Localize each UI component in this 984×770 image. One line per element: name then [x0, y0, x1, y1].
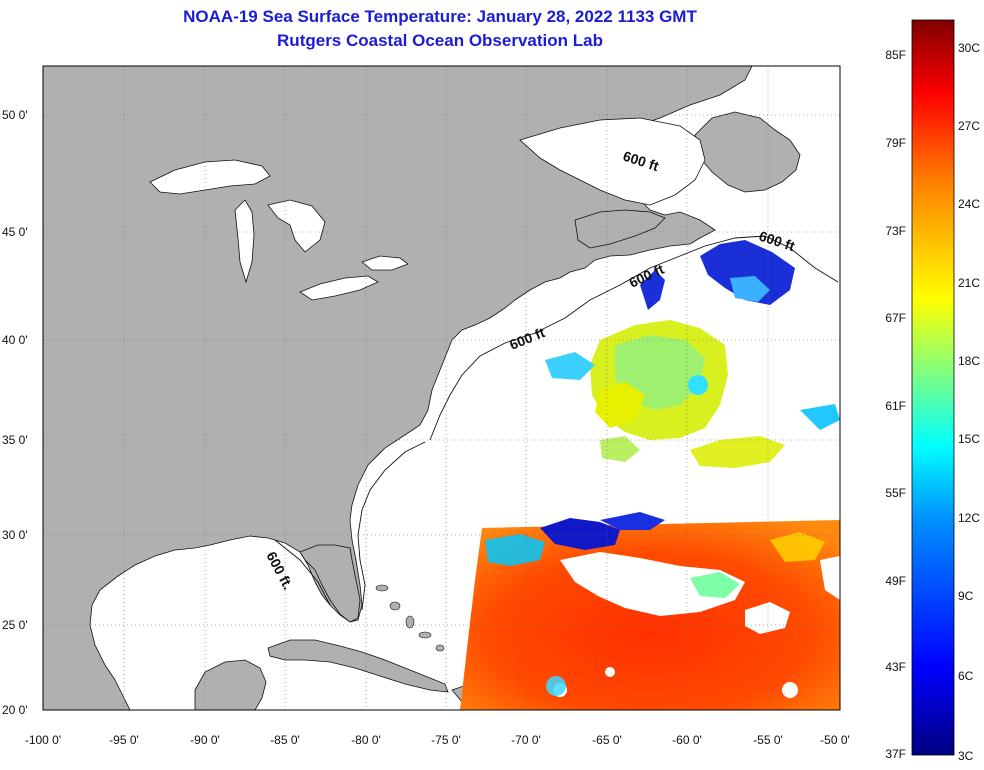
longitude-labels: -100 0' -95 0' -90 0' -85 0' -80 0' -75 … [25, 733, 850, 747]
c-label: 24C [958, 197, 980, 211]
lon-label: -70 0' [511, 733, 541, 747]
lon-label: -100 0' [25, 733, 61, 747]
cloud-gaps [553, 552, 840, 698]
c-label: 12C [958, 511, 980, 525]
lon-label: -90 0' [190, 733, 220, 747]
colorbar-scale [911, 19, 955, 756]
lon-label: -80 0' [351, 733, 381, 747]
f-label: 85F [885, 48, 906, 62]
lon-label: -95 0' [109, 733, 139, 747]
sst-mid-field [545, 320, 840, 468]
c-label: 9C [958, 589, 974, 603]
lat-label: 45 0' [2, 225, 28, 239]
lat-label: 25 0' [2, 618, 28, 632]
c-label: 6C [958, 669, 974, 683]
colorbar: 85F 79F 73F 67F 61F 55F 49F 43F 37F 30C … [885, 19, 980, 763]
c-label: 18C [958, 354, 980, 368]
sst-warm-region [460, 520, 840, 710]
c-label: 30C [958, 41, 980, 55]
great-lakes [149, 159, 409, 301]
yucatan-land [194, 659, 267, 710]
sst-northern-patches [640, 240, 795, 310]
map-area: 600 ft 600 ft 600 ft 600 ft 600 ft. [43, 66, 840, 710]
lon-label: -75 0' [431, 733, 461, 747]
nova-scotia-land [574, 209, 666, 249]
lon-label: -55 0' [753, 733, 783, 747]
latitude-labels: 50 0' 45 0' 40 0' 35 0' 30 0' 25 0' 20 0… [2, 108, 28, 717]
sst-cold-band-30n [540, 512, 665, 550]
lon-label: -60 0' [672, 733, 702, 747]
lat-label: 30 0' [2, 528, 28, 542]
f-label: 67F [885, 311, 906, 325]
f-label: 49F [885, 574, 906, 588]
lat-label: 20 0' [2, 703, 28, 717]
f-label: 55F [885, 486, 906, 500]
florida-land [299, 544, 361, 623]
map-subtitle: Rutgers Coastal Ocean Observation Lab [277, 31, 603, 50]
lon-label: -65 0' [592, 733, 622, 747]
c-label: 15C [958, 432, 980, 446]
map-frame [42, 65, 841, 711]
f-label: 79F [885, 136, 906, 150]
map-title: NOAA-19 Sea Surface Temperature: January… [183, 7, 697, 26]
f-label: 61F [885, 399, 906, 413]
graticule [43, 66, 840, 710]
cuba-land [267, 639, 449, 693]
lat-label: 40 0' [2, 333, 28, 347]
lat-label: 50 0' [2, 108, 28, 122]
gulf-st-lawrence [519, 117, 706, 206]
c-label: 27C [958, 119, 980, 133]
lat-label: 35 0' [2, 433, 28, 447]
f-label: 43F [885, 660, 906, 674]
bahamas-islands [375, 584, 445, 652]
c-label: 21C [958, 276, 980, 290]
colorbar-c-labels: 30C 27C 24C 21C 18C 15C 12C 9C 6C 3C [958, 41, 980, 763]
lon-label: -50 0' [820, 733, 850, 747]
sst-mid-patches [485, 532, 825, 696]
f-label: 37F [885, 747, 906, 761]
c-label: 3C [958, 749, 974, 763]
colorbar-f-labels: 85F 79F 73F 67F 61F 55F 49F 43F 37F [885, 48, 906, 761]
depth-contour-600ft [274, 235, 839, 611]
lon-label: -85 0' [270, 733, 300, 747]
newfoundland-land [694, 111, 801, 193]
f-label: 73F [885, 224, 906, 238]
